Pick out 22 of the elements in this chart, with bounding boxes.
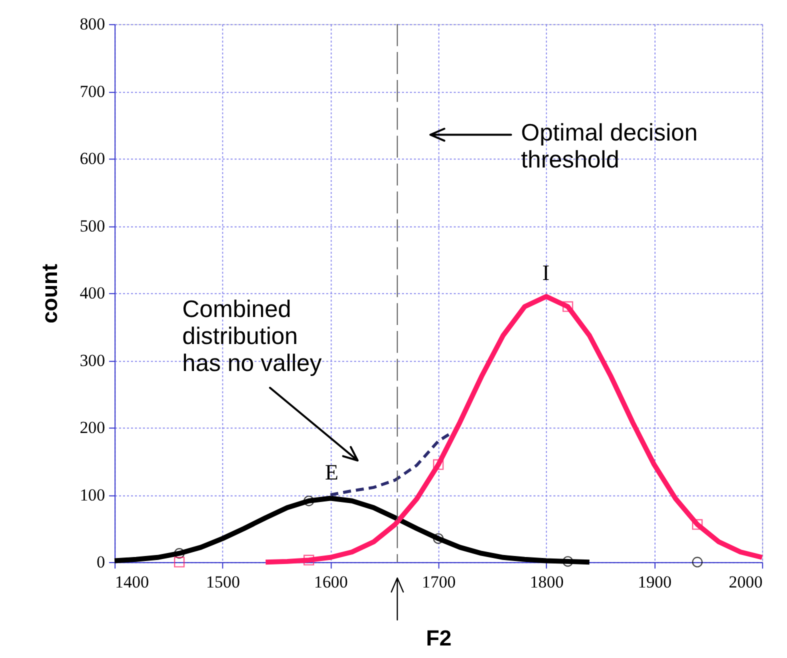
y-axis-title: count — [36, 263, 62, 324]
y-tick-label: 500 — [80, 216, 106, 236]
y-tick-label: 0 — [96, 552, 106, 572]
x-tick-label: 1900 — [638, 572, 672, 592]
y-tick-label: 100 — [80, 485, 106, 504]
y-tick-label: 200 — [80, 418, 106, 438]
annotation: Combined distribution has no valley — [182, 296, 322, 377]
x-tick-label: 1500 — [206, 572, 240, 592]
annotation: Optimal decision threshold — [521, 120, 698, 174]
x-tick-label: 1700 — [422, 572, 456, 592]
x-tick-label: 1400 — [115, 572, 149, 592]
y-tick-label: 600 — [80, 149, 106, 168]
y-tick-label: 300 — [80, 350, 106, 370]
x-tick-label: 1800 — [530, 572, 564, 592]
x-axis-title: F2 — [426, 625, 452, 650]
y-tick-label: 700 — [80, 82, 106, 101]
y-tick-label: 800 — [80, 14, 106, 34]
annotation: E — [325, 459, 338, 484]
y-tick-label: 400 — [80, 284, 106, 303]
x-tick-label: 1600 — [314, 572, 348, 592]
annotation: I — [542, 260, 550, 286]
x-tick-label: 2000 — [728, 572, 763, 592]
